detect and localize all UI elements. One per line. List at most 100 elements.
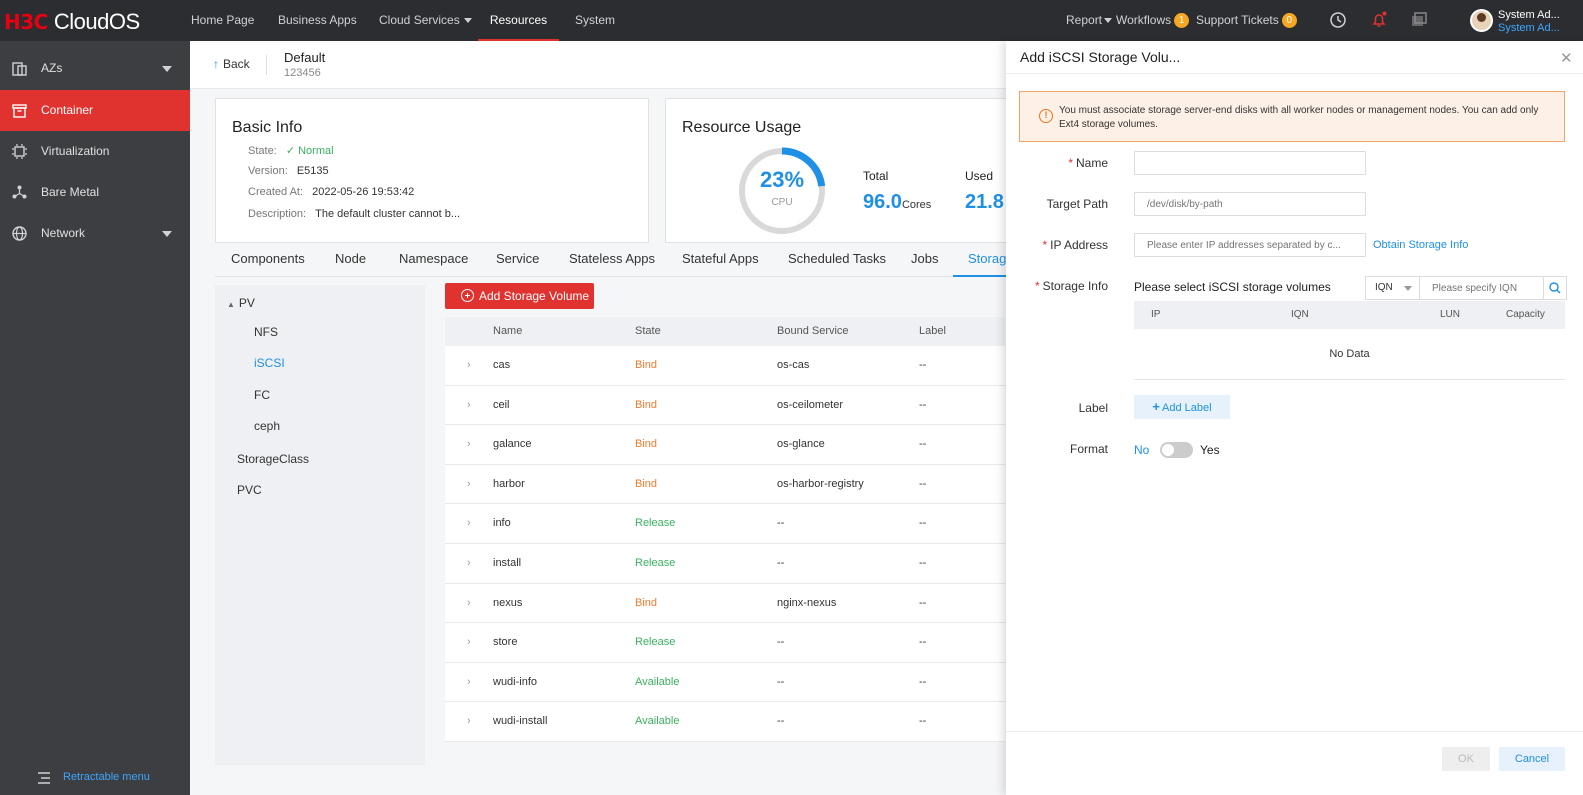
add-iscsi-drawer: Add iSCSI Storage Volu... ✕ ! You must a… <box>1006 41 1583 795</box>
cell-name: ceil <box>493 398 510 411</box>
iqn-select[interactable]: IQN <box>1365 276 1420 300</box>
ok-button[interactable]: OK <box>1442 747 1490 771</box>
support-tickets-link[interactable]: Support Tickets 0 <box>1196 0 1297 41</box>
nav-cloud-services[interactable]: Cloud Services <box>379 0 472 41</box>
expand-chevron-icon[interactable]: › <box>467 438 471 451</box>
report-menu[interactable]: Report <box>1066 0 1113 41</box>
expand-chevron-icon[interactable]: › <box>467 675 471 688</box>
tab-stateless-apps[interactable]: Stateless Apps <box>569 251 655 266</box>
az-icon <box>12 62 27 76</box>
add-label-button[interactable]: + Add Label <box>1134 395 1230 419</box>
user-name[interactable]: System Ad... <box>1498 9 1560 21</box>
cell-label: -- <box>919 517 927 530</box>
support-tickets-badge: 0 <box>1281 13 1297 29</box>
expand-chevron-icon[interactable]: › <box>467 359 471 371</box>
storage-tree: ▲ PV NFS iSCSI FC ceph StorageClass PVC <box>215 285 425 765</box>
format-no-label: No <box>1134 443 1150 457</box>
bare-metal-icon <box>12 185 27 199</box>
screen-icon[interactable] <box>1410 11 1428 29</box>
retractable-menu-link[interactable]: Retractable menu <box>63 771 150 783</box>
container-icon <box>12 104 27 118</box>
table-header: Name State Bound Service Label <box>445 317 1005 346</box>
tree-item-fc[interactable]: FC <box>254 388 270 402</box>
table-row[interactable]: › nexus Bind nginx-nexus -- <box>445 583 1005 624</box>
sidebar-item-network[interactable]: Network <box>0 213 190 254</box>
tab-node[interactable]: Node <box>335 251 367 266</box>
table-row[interactable]: › cas Bind os-cas -- <box>445 346 1005 386</box>
obtain-storage-info-link[interactable]: Obtain Storage Info <box>1373 239 1469 251</box>
expand-chevron-icon[interactable]: › <box>467 557 471 569</box>
menu-icon[interactable] <box>38 772 52 784</box>
created-label: Created At: <box>248 186 304 198</box>
table-row[interactable]: › harbor Bind os-harbor-registry -- <box>445 464 1005 505</box>
column-header-state: State <box>635 325 661 337</box>
iqn-search-input[interactable] <box>1419 276 1544 300</box>
expand-chevron-icon[interactable]: › <box>467 398 471 411</box>
cell-bound-service: nginx-nexus <box>777 596 837 609</box>
table-row[interactable]: › wudi-install Available -- -- <box>445 702 1005 742</box>
tree-item-iscsi[interactable]: iSCSI <box>254 356 285 370</box>
iqn-search-button[interactable] <box>1543 276 1567 300</box>
nav-system[interactable]: System <box>575 13 616 27</box>
table-row[interactable]: › ceil Bind os-ceilometer -- <box>445 385 1005 426</box>
target-path-input[interactable] <box>1134 192 1366 216</box>
tree-item-nfs[interactable]: NFS <box>254 325 278 339</box>
cell-name: galance <box>493 438 532 451</box>
table-row[interactable]: › wudi-info Available -- -- <box>445 662 1005 703</box>
back-button[interactable]: ↑ Back <box>213 57 250 71</box>
add-storage-volume-button[interactable]: Add Storage Volume <box>445 283 594 309</box>
tab-storage[interactable]: Storag <box>953 243 1007 277</box>
back-label: Back <box>223 57 250 71</box>
cpu-gauge <box>738 147 826 235</box>
cell-name: info <box>493 517 511 530</box>
state-label: State: <box>248 145 277 157</box>
sidebar-item-container[interactable]: Container <box>0 90 190 131</box>
expand-chevron-icon[interactable]: › <box>467 517 471 530</box>
cell-label: -- <box>919 715 927 728</box>
column-header-ip: IP <box>1151 309 1161 320</box>
drawer-header: Add iSCSI Storage Volu... ✕ <box>1006 41 1583 74</box>
close-icon[interactable]: ✕ <box>1560 50 1573 67</box>
workflows-link[interactable]: Workflows 1 <box>1116 0 1190 41</box>
nav-resources[interactable]: Resources <box>478 0 559 41</box>
cell-name: store <box>493 636 518 649</box>
tree-item-pvc[interactable]: PVC <box>237 483 262 497</box>
iqn-select-value: IQN <box>1375 282 1393 293</box>
expand-chevron-icon[interactable]: › <box>467 636 471 649</box>
nav-business-apps[interactable]: Business Apps <box>278 13 357 27</box>
table-row[interactable]: › store Release -- -- <box>445 623 1005 663</box>
cell-state: Bind <box>635 477 658 490</box>
tree-item-storageclass[interactable]: StorageClass <box>237 452 310 466</box>
tab-stateful-apps[interactable]: Stateful Apps <box>682 251 759 266</box>
page-subtitle: 123456 <box>284 67 321 79</box>
clock-icon[interactable] <box>1329 11 1347 29</box>
sidebar-item-azs[interactable]: AZs <box>0 48 190 89</box>
table-row[interactable]: › galance Bind os-glance -- <box>445 425 1005 465</box>
tab-components[interactable]: Components <box>231 251 305 266</box>
table-row[interactable]: › install Release -- -- <box>445 544 1005 584</box>
cpu-percent: 23% <box>759 167 805 192</box>
drawer-footer: OK Cancel <box>1006 731 1583 795</box>
format-toggle[interactable] <box>1160 442 1193 458</box>
tree-item-ceph[interactable]: ceph <box>254 419 281 433</box>
tab-service[interactable]: Service <box>496 251 540 266</box>
tab-scheduled-tasks[interactable]: Scheduled Tasks <box>788 251 887 266</box>
version-row: Version: E5135 <box>248 165 329 177</box>
name-input[interactable] <box>1134 151 1366 175</box>
cancel-button[interactable]: Cancel <box>1499 747 1565 771</box>
expand-chevron-icon[interactable]: › <box>467 596 471 609</box>
bell-icon[interactable] <box>1370 11 1388 29</box>
sidebar-item-virtualization[interactable]: Virtualization <box>0 131 190 172</box>
ip-address-input[interactable] <box>1134 233 1366 257</box>
tab-namespace[interactable]: Namespace <box>399 251 469 266</box>
tab-jobs[interactable]: Jobs <box>911 251 939 266</box>
expand-chevron-icon[interactable]: › <box>467 477 471 490</box>
tree-item-pv[interactable]: ▲ PV <box>227 296 255 310</box>
caret-up-icon: ▲ <box>227 300 235 309</box>
expand-chevron-icon[interactable]: › <box>467 715 471 728</box>
table-row[interactable]: › info Release -- -- <box>445 504 1005 544</box>
sidebar-item-bare-metal[interactable]: Bare Metal <box>0 172 190 213</box>
avatar[interactable] <box>1470 9 1493 32</box>
user-role[interactable]: System Ad... <box>1498 22 1560 34</box>
nav-home-page[interactable]: Home Page <box>191 13 255 27</box>
